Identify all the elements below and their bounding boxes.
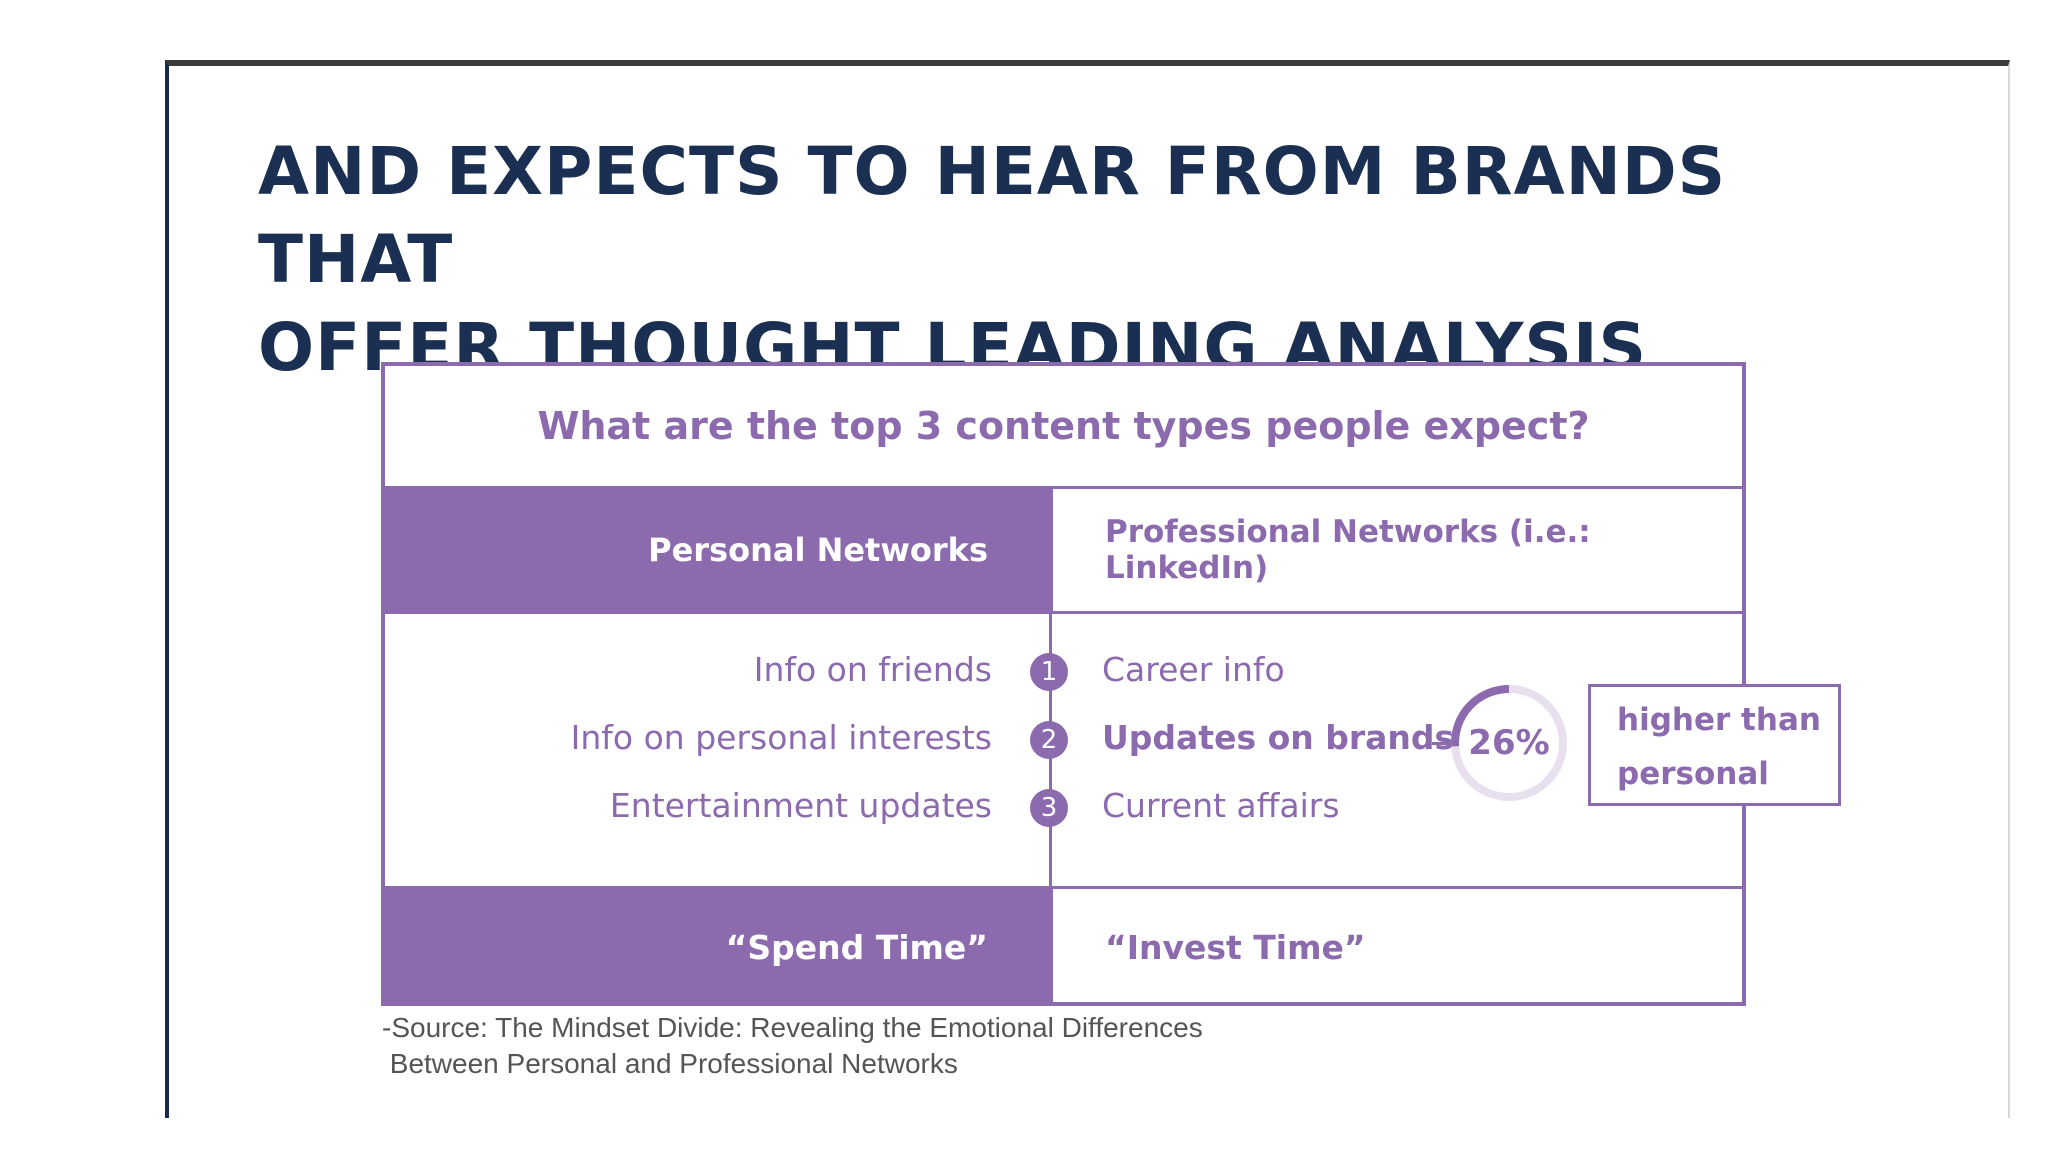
rank-badge-3: 3: [1030, 789, 1068, 827]
rank-badge-2: 2: [1030, 721, 1068, 759]
percent-ring: [1451, 685, 1567, 801]
professional-item-2: Updates on brands: [1102, 718, 1455, 757]
percent-ring-arc: [1451, 685, 1510, 747]
source-line-1: -Source: The Mindset Divide: Revealing t…: [382, 1012, 1203, 1043]
footer-invest-time: “Invest Time”: [1050, 889, 1742, 1006]
callout-line-2: personal: [1617, 756, 1769, 792]
professional-item-1: Career info: [1102, 650, 1285, 689]
source-citation: -Source: The Mindset Divide: Revealing t…: [382, 1010, 1203, 1082]
footer-spend-time: “Spend Time”: [385, 889, 1050, 1006]
personal-item-3: Entertainment updates: [609, 786, 992, 825]
percent-label: 26%: [1468, 723, 1550, 763]
slide-title: AND EXPECTS TO HEAR FROM BRANDS THAT OFF…: [258, 128, 1878, 392]
rank-badge-1: 1: [1030, 653, 1068, 691]
content-types-table: What are the top 3 content types people …: [381, 362, 1746, 1006]
personal-item-2: Info on personal interests: [570, 718, 992, 757]
table-footer-row: “Spend Time” “Invest Time”: [385, 886, 1742, 1006]
higher-than-personal-callout: higher than personal: [1588, 684, 1841, 806]
percent-connector-line: [1432, 742, 1456, 745]
slide-title-line-1: AND EXPECTS TO HEAR FROM BRANDS THAT: [258, 133, 1727, 298]
source-line-2: Between Personal and Professional Networ…: [382, 1048, 958, 1079]
table-header-row: Personal Networks Professional Networks …: [385, 486, 1742, 614]
personal-item-1: Info on friends: [753, 650, 992, 689]
table-question: What are the top 3 content types people …: [537, 404, 1590, 448]
header-professional-networks: Professional Networks (i.e.: LinkedIn): [1050, 489, 1742, 611]
header-personal-networks: Personal Networks: [385, 489, 1050, 611]
callout-line-1: higher than: [1617, 702, 1821, 738]
professional-item-3: Current affairs: [1102, 786, 1340, 825]
